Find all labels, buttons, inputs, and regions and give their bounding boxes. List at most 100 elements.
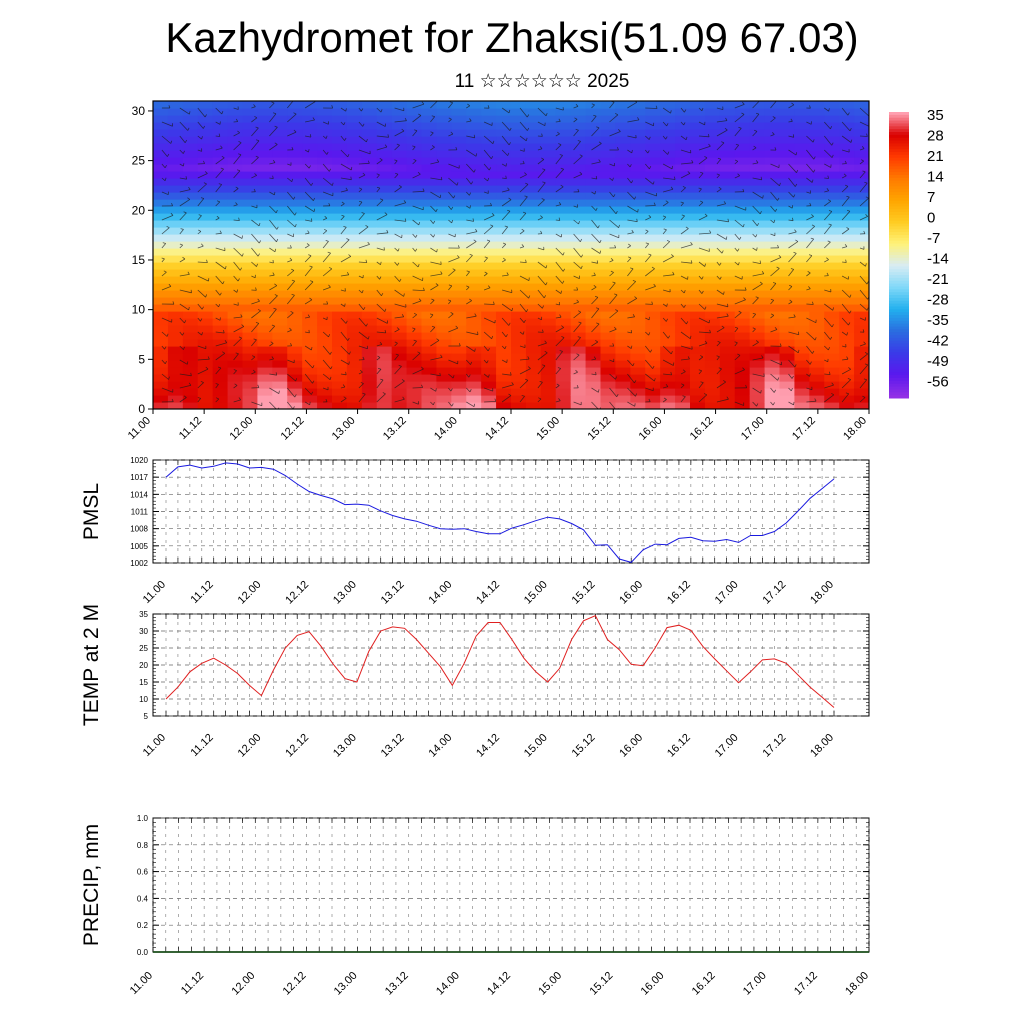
- heatmap-cell: [704, 192, 721, 200]
- wind-barb: [340, 373, 347, 376]
- wind-barb-flag: [359, 187, 363, 190]
- heatmap-cell: [451, 325, 467, 333]
- wind-barb: [430, 101, 438, 109]
- wind-barb: [501, 226, 509, 235]
- heatmap-cell: [540, 136, 557, 144]
- wind-barb: [269, 308, 277, 319]
- wind-barb-flag: [522, 160, 525, 164]
- wind-barb: [537, 121, 546, 127]
- wind-barb: [269, 274, 275, 277]
- x-tick-label: 17.00: [739, 415, 767, 443]
- wind-barb-flag: [431, 298, 435, 301]
- heatmap-cell: [824, 402, 840, 409]
- wind-barb: [358, 174, 366, 179]
- heatmap-cell: [585, 234, 602, 242]
- heatmap-cell: [332, 304, 348, 312]
- heatmap-cell: [421, 101, 438, 109]
- wind-barb-flag: [649, 349, 653, 353]
- heatmap-cell: [332, 206, 348, 214]
- wind-barb: [824, 177, 829, 179]
- heatmap-cell: [615, 388, 631, 396]
- wind-barb-flag: [293, 129, 297, 133]
- wind-barb: [842, 358, 849, 361]
- wind-barb: [662, 163, 673, 170]
- wind-barb-flag: [290, 343, 292, 347]
- heatmap-cell: [496, 171, 512, 179]
- heatmap-cell: [839, 332, 855, 340]
- wind-barb-flag: [701, 276, 704, 280]
- heatmap-cell: [481, 360, 497, 368]
- heatmap-cell: [749, 115, 766, 123]
- heatmap-cell: [376, 241, 393, 249]
- heatmap-cell: [361, 381, 378, 389]
- heatmap-cell: [272, 374, 288, 382]
- wind-barb: [394, 186, 402, 193]
- wind-barb: [340, 256, 351, 263]
- wind-barb: [806, 400, 817, 403]
- wind-barb-flag: [632, 363, 635, 367]
- heatmap-cell: [227, 220, 244, 228]
- colorbar-swatch: [889, 246, 909, 250]
- heatmap-cell: [346, 374, 363, 382]
- wind-barb-flag: [274, 294, 278, 297]
- x-tick-label: 16.00: [637, 415, 665, 443]
- heatmap-cell: [242, 192, 259, 200]
- wind-barb: [233, 337, 242, 347]
- heatmap-cell: [719, 297, 736, 305]
- heatmap-cell: [421, 108, 438, 116]
- heatmap-cell: [734, 318, 751, 326]
- heatmap-cell: [511, 150, 527, 158]
- heatmap-cell: [257, 304, 273, 312]
- wind-barb: [680, 173, 691, 179]
- heatmap-cell: [764, 367, 781, 375]
- heatmap-cell: [675, 108, 691, 116]
- heatmap-cell: [406, 395, 423, 403]
- heatmap-cell: [451, 297, 467, 305]
- wind-barb: [483, 163, 490, 171]
- heatmap-cell: [421, 199, 438, 207]
- heatmap-cell: [481, 311, 497, 319]
- wind-barb: [770, 299, 775, 305]
- heatmap-cell: [466, 220, 482, 228]
- heatmap-cell: [719, 283, 736, 291]
- heatmap-cell: [332, 353, 348, 361]
- wind-barb-flag: [672, 271, 675, 275]
- heatmap-cell: [242, 360, 259, 368]
- heatmap-cell: [675, 213, 691, 221]
- heatmap-cell: [660, 395, 676, 403]
- heatmap-cell: [779, 374, 796, 382]
- heatmap-cell: [182, 262, 199, 270]
- heatmap-cell: [167, 157, 184, 165]
- wind-barb: [269, 191, 275, 196]
- wind-barb-flag: [846, 209, 851, 212]
- wind-barb-flag: [346, 238, 350, 241]
- heatmap-cell: [779, 290, 796, 298]
- wind-barb: [859, 379, 868, 389]
- heatmap-cell: [332, 255, 348, 263]
- heatmap-cell: [436, 360, 452, 368]
- heatmap-cell: [421, 262, 438, 270]
- wind-barb-flag: [365, 224, 369, 228]
- heatmap-cell: [332, 164, 348, 172]
- wind-barb: [501, 199, 512, 207]
- wind-barb: [197, 331, 202, 336]
- heatmap-cell: [660, 115, 676, 123]
- heatmap-cell: [197, 297, 214, 305]
- wind-barb-flag: [680, 201, 684, 204]
- heatmap-cell: [302, 122, 318, 130]
- wind-barb-flag: [347, 153, 350, 158]
- heatmap-cell: [854, 360, 869, 368]
- heatmap-cell: [511, 367, 527, 375]
- wind-barb: [466, 241, 477, 249]
- heatmap-cell: [704, 381, 721, 389]
- chart-subtitle: 11 ☆☆☆☆☆☆ 2025: [454, 71, 630, 92]
- wind-barb-flag: [648, 332, 651, 336]
- colorbar-swatch: [889, 280, 909, 285]
- heatmap-cell: [436, 311, 452, 319]
- heatmap-cell: [540, 157, 557, 165]
- wind-barb: [698, 356, 704, 361]
- wind-barb-flag: [613, 194, 616, 198]
- wind-barb: [644, 149, 649, 154]
- heatmap-cell: [317, 171, 333, 179]
- heatmap-cell: [242, 353, 259, 361]
